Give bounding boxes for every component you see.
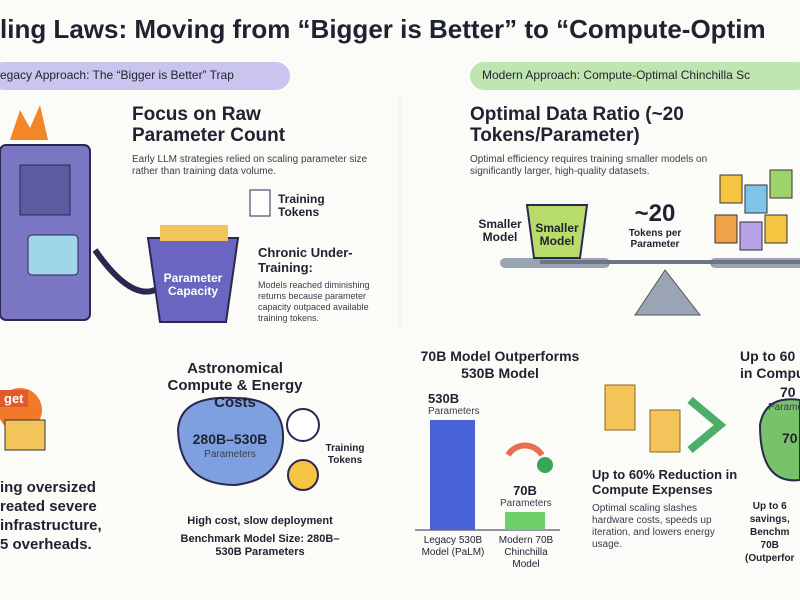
text-line: reated severe xyxy=(0,498,97,515)
heading: Up to 60 in Compu xyxy=(740,348,800,382)
machine-panel xyxy=(19,164,71,216)
caption: High cost, slow deployment xyxy=(187,515,333,527)
description: Optimal efficiency requires training sma… xyxy=(470,154,708,177)
ratio: ~20 xyxy=(634,200,676,227)
text-line: 70B xyxy=(760,540,779,551)
text-line: in Compu xyxy=(740,365,800,381)
brain xyxy=(176,396,285,487)
unit: Parameters xyxy=(500,498,552,509)
coins xyxy=(4,419,46,451)
text-line: ing oversized xyxy=(0,479,96,496)
dollar-coin xyxy=(287,459,319,491)
label: Training Tokens xyxy=(325,443,365,466)
data-docs xyxy=(714,169,793,251)
unit: Parameters xyxy=(204,449,256,460)
arrow xyxy=(687,396,727,454)
text: Models reached diminishing returns becau… xyxy=(258,280,370,323)
gauge xyxy=(505,442,545,457)
badge: Modern Approach: Compute-Optimal Chinchi… xyxy=(482,68,751,82)
value: 70 xyxy=(780,384,796,400)
modern-badge-bg xyxy=(470,62,800,90)
caption: Benchmark Model Size: 280B–530B Paramete… xyxy=(180,533,340,558)
label: Legacy 530B Model (PaLM) xyxy=(421,535,485,558)
value: 70 xyxy=(782,430,798,446)
label: Chronic Under-Training: xyxy=(258,245,353,275)
small-bucket xyxy=(525,204,589,259)
value: 280B–530B xyxy=(192,431,268,447)
heading: 70B Model Outperforms 530B Model xyxy=(420,348,580,381)
text-line: 5 overheads. xyxy=(0,536,92,553)
unit: Parameters xyxy=(428,406,480,417)
text-line: Benchm xyxy=(750,527,790,538)
unit: Paramete xyxy=(768,402,800,413)
value: 70B xyxy=(513,483,537,498)
label: Smaller Model xyxy=(478,217,522,244)
title: ling Laws: Moving from “Bigger is Better… xyxy=(0,14,766,44)
text-line: savings, xyxy=(749,514,790,525)
legacy-badge-bg xyxy=(0,62,290,90)
pipe xyxy=(92,248,157,295)
check xyxy=(537,457,553,473)
tag: get xyxy=(0,390,28,407)
value: 530B xyxy=(428,391,460,406)
scale-base xyxy=(634,269,702,316)
badge: egacy Approach: The “Bigger is Better” T… xyxy=(0,68,234,82)
small-model-bar xyxy=(505,512,545,530)
text-line: (Outperfor xyxy=(745,553,795,564)
label: Smaller Model xyxy=(535,221,579,248)
text-block: Up to 6 savings, Benchm 70B (Outperfor xyxy=(745,500,794,565)
label: Parameter Capacity xyxy=(163,271,223,298)
text-line: Up to 60 xyxy=(740,348,796,364)
label: Tokens per Parameter xyxy=(628,228,682,250)
text: Optimal scaling slashes hardware costs, … xyxy=(592,503,715,550)
heading: Optimal Data Ratio (~20 Tokens/Parameter… xyxy=(470,104,684,146)
clock xyxy=(286,408,320,442)
heading: Astronomical Compute & Energy Costs xyxy=(167,360,303,411)
heading: Up to 60% Reduction in Compute Expenses xyxy=(592,467,738,497)
doc-icon xyxy=(249,189,271,217)
label: Training Tokens xyxy=(278,192,325,219)
label: Modern 70B Chinchilla Model xyxy=(498,535,554,570)
text-block: ing oversized reated severe infrastructure… xyxy=(0,478,102,554)
fire xyxy=(10,105,48,140)
heading: Focus on Raw Parameter Count xyxy=(132,104,286,146)
description: Early LLM strategies relied on scaling p… xyxy=(132,154,368,177)
coin-stacks xyxy=(604,384,681,453)
tokens-stack xyxy=(160,225,228,241)
big-model-bar xyxy=(430,420,475,530)
text-line: Up to 6 xyxy=(752,501,787,512)
machine-screen xyxy=(27,234,79,276)
text-line: infrastructure, xyxy=(0,517,102,534)
